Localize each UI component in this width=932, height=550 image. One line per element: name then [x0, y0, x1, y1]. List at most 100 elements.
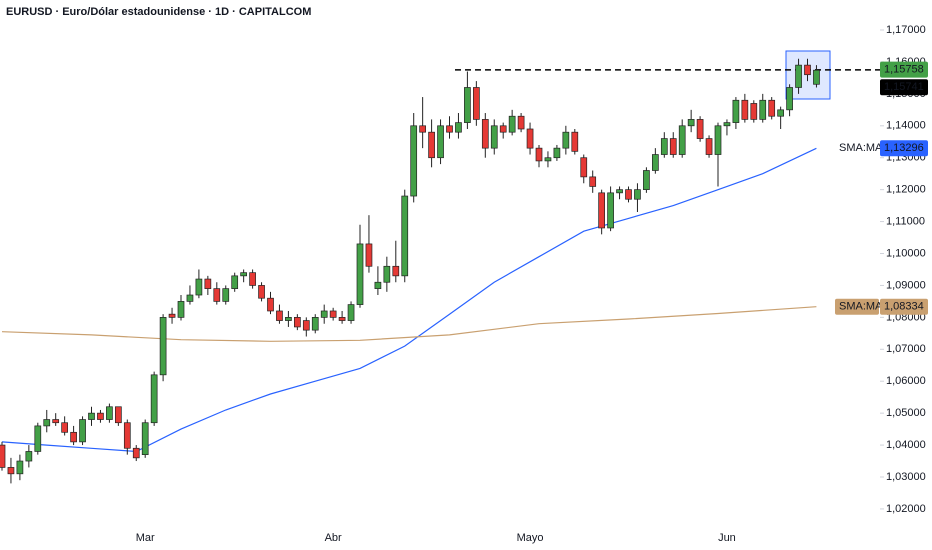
candle-body	[365, 243, 373, 267]
price-badge	[880, 79, 928, 96]
candle-body	[114, 406, 122, 424]
x-tick-label: Mar	[136, 532, 155, 544]
y-tick-label: 1,06000	[886, 375, 926, 387]
candle-body	[598, 192, 606, 229]
candle-body	[777, 109, 785, 117]
x-tick-label: Jun	[718, 532, 736, 544]
value-badge-label: 1,13296	[884, 142, 924, 154]
candle-body	[714, 125, 722, 155]
candle-body	[302, 320, 310, 331]
candle-body	[150, 374, 158, 424]
candle-body	[329, 310, 337, 318]
y-tick-label: 1,04000	[886, 439, 926, 451]
candle-body	[473, 87, 480, 120]
candle-body	[526, 128, 534, 149]
value-badge-label: 1,08334	[884, 301, 924, 313]
candle-body	[258, 285, 265, 299]
candle-body	[723, 122, 731, 127]
candle-body	[607, 192, 614, 229]
candle-body	[437, 125, 444, 159]
candle-body	[392, 265, 400, 277]
y-tick-label: 1,14000	[886, 120, 926, 132]
candle-body	[651, 154, 659, 171]
candle-body	[132, 447, 140, 459]
candle-body	[446, 125, 453, 133]
candle-body	[517, 115, 525, 130]
candle-body	[669, 138, 677, 155]
price-badge	[880, 61, 928, 78]
candle-body	[320, 310, 328, 318]
y-tick-label: 1,10000	[886, 247, 926, 259]
candle-body	[589, 176, 597, 187]
candle-body	[428, 131, 435, 159]
candle-body	[544, 157, 552, 162]
candle-body	[813, 69, 820, 85]
candle-body	[696, 119, 704, 139]
y-tick-label: 1,02000	[886, 503, 926, 515]
candle-body	[786, 87, 793, 111]
y-tick-label: 1,12000	[886, 184, 926, 196]
candle-body	[123, 422, 131, 449]
candle-body	[410, 125, 418, 197]
candle-body	[705, 138, 713, 155]
candle-body	[267, 297, 274, 312]
candle-body	[481, 119, 489, 149]
y-tick-label: 1,07000	[886, 343, 926, 355]
candle-body	[804, 64, 811, 76]
candle-body	[732, 99, 740, 123]
candle-body	[311, 317, 319, 331]
candle-body	[168, 313, 176, 318]
candle-body	[499, 125, 507, 133]
candle-body	[347, 304, 355, 321]
candle-body	[687, 119, 695, 127]
candle-body	[401, 195, 409, 277]
candle-body	[52, 419, 60, 424]
candle-body	[374, 281, 382, 289]
candle-body	[0, 444, 6, 468]
value-badge	[880, 140, 928, 157]
legend-box	[835, 298, 879, 315]
value-badge	[880, 298, 928, 315]
x-tick-label: Mayo	[517, 532, 544, 544]
candle-body	[213, 288, 221, 302]
candle-body	[88, 412, 95, 420]
y-tick-label: 1,17000	[886, 24, 926, 36]
candle-body	[571, 131, 579, 152]
candle-body	[70, 431, 77, 443]
legend-name: SMA:MA	[839, 301, 883, 313]
candle-body	[240, 272, 247, 277]
candle-body	[741, 99, 749, 120]
candle-body	[204, 278, 212, 289]
chart-title: EURUSD · Euro/Dólar estadounidense · 1D …	[6, 6, 311, 18]
y-tick-label: 1,11000	[886, 215, 925, 227]
candle-body	[177, 301, 185, 318]
sma-line	[1, 306, 817, 342]
candle-body	[625, 189, 632, 200]
candle-body	[34, 425, 42, 452]
candle-body	[276, 310, 283, 321]
candle-body	[383, 265, 391, 283]
candle-body	[141, 422, 149, 456]
candle-body	[356, 243, 364, 305]
candle-body	[759, 99, 767, 120]
candle-body	[535, 147, 543, 162]
candle-body	[285, 317, 292, 321]
candle-body	[159, 317, 167, 376]
candle-body	[678, 125, 686, 155]
candle-body	[768, 99, 776, 117]
candle-body	[634, 189, 641, 200]
candle-body	[490, 125, 498, 149]
y-tick-label: 1,05000	[886, 407, 926, 419]
candle-body	[7, 467, 15, 475]
candle-body	[186, 294, 194, 302]
candle-body	[553, 147, 561, 159]
candle-body	[562, 131, 570, 149]
candle-body	[16, 460, 24, 475]
candle-body	[580, 157, 588, 178]
candle-body	[61, 422, 69, 433]
candle-body	[106, 406, 113, 420]
candle-body	[97, 412, 104, 420]
candle-body	[195, 278, 203, 296]
price-badge-label: 1,15758	[884, 64, 924, 76]
